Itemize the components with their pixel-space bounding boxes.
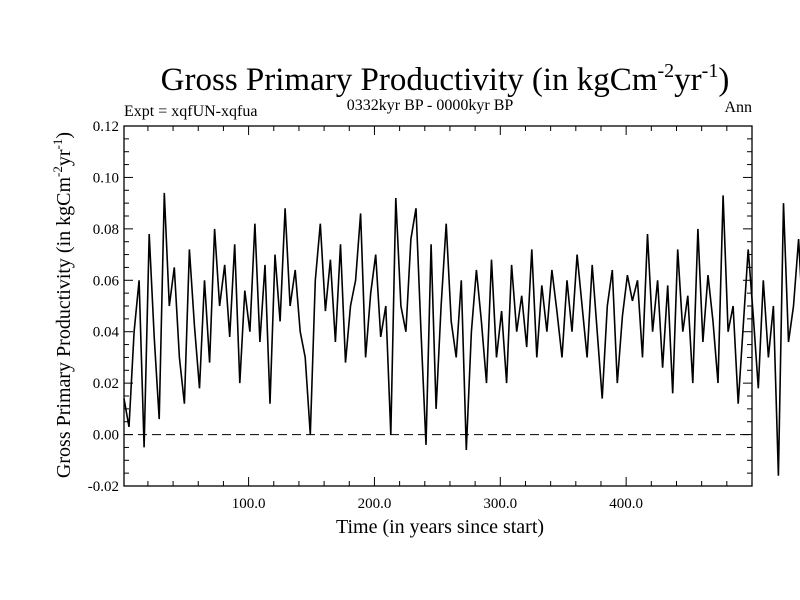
y-tick-label: 0.02	[93, 376, 119, 392]
y-tick-label: -0.02	[88, 479, 119, 495]
x-tick-label: 200.0	[358, 496, 392, 512]
chart-title-superscript-2: -1	[702, 60, 719, 82]
plot-frame	[123, 125, 753, 487]
experiment-label: Expt = xqfUN-xqfua	[124, 103, 257, 120]
chart-title-closing: )	[718, 62, 729, 98]
y-axis-label-unit: yr	[53, 149, 75, 166]
y-axis-label: Gross Primary Productivity (in kgCm-2yr-…	[50, 132, 75, 478]
y-tick-label: 0.12	[93, 119, 119, 135]
title-group: Gross Primary Productivity (in kgCm-2yr-…	[124, 60, 752, 120]
y-tick-label: 0.08	[93, 222, 119, 238]
plot-area: -0.02 0.00 0.02 0.04 0.06 0.08 0.10 0.12 100.0 20…	[88, 119, 800, 512]
chart-title-superscript-1: -2	[657, 60, 674, 82]
y-tick-label: 0.10	[93, 170, 119, 186]
y-axis-label-superscript-1: -2	[50, 166, 65, 177]
chart-subtitle: 0332kyr BP - 0000kyr BP	[347, 97, 514, 114]
x-tick-label: 400.0	[609, 496, 643, 512]
x-tick-label: 300.0	[483, 496, 517, 512]
y-axis-label-superscript-2: -1	[50, 139, 65, 150]
chart-title: Gross Primary Productivity (in kgCm-2yr-…	[161, 60, 730, 98]
season-label: Ann	[724, 99, 752, 116]
y-axis-label-closing: )	[53, 132, 75, 139]
y-tick-label: 0.06	[93, 273, 120, 289]
y-tick-label: 0.00	[93, 428, 119, 444]
series-line-0	[123, 192, 800, 476]
x-axis-label: Time (in years since start)	[336, 516, 544, 538]
y-tick-label: 0.04	[93, 325, 120, 341]
y-axis-label-text: Gross Primary Productivity (in kgCm	[53, 177, 75, 479]
chart-title-unit: yr	[674, 62, 702, 98]
chart-title-text: Gross Primary Productivity (in kgCm	[161, 62, 658, 98]
x-tick-label: 100.0	[232, 496, 266, 512]
